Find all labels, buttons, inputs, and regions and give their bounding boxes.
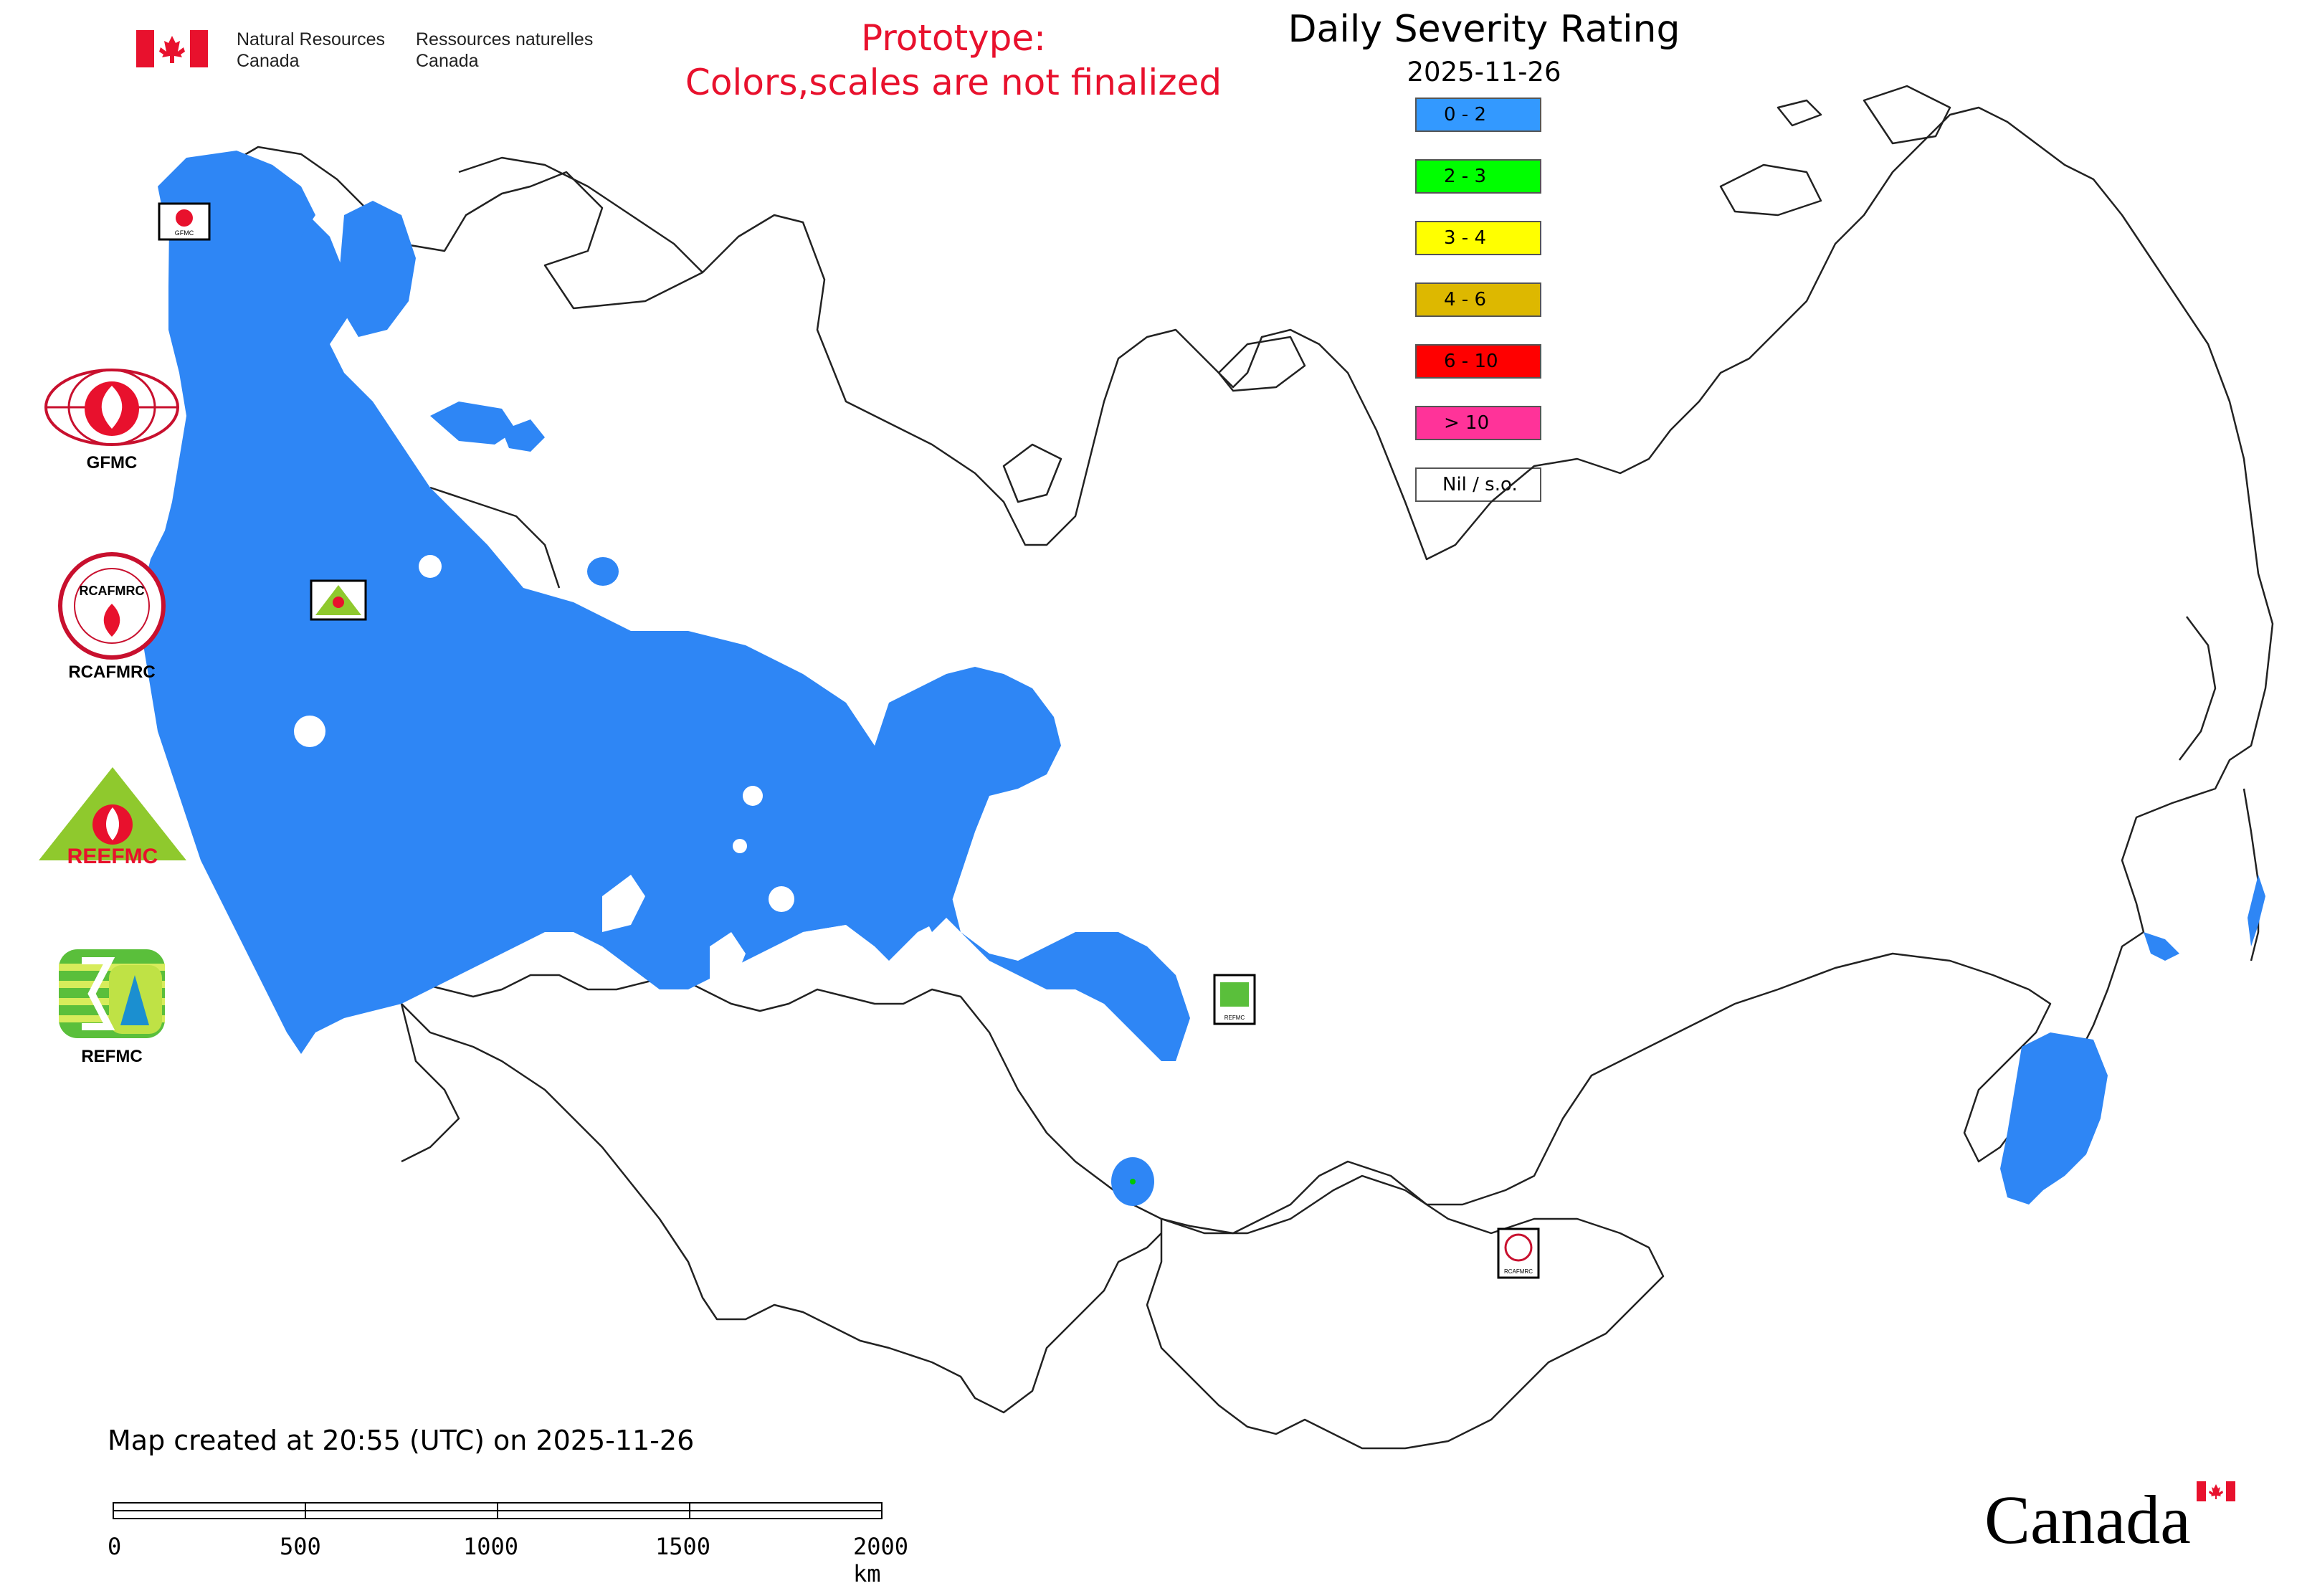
legend-label: 4 - 6 <box>1444 289 1486 310</box>
canada-wordmark-text: Canada <box>1984 1481 2191 1558</box>
svg-text:RCAFMRC: RCAFMRC <box>80 584 145 598</box>
scale-label-2000: 2000 km <box>853 1533 909 1587</box>
map-marker-rcafmrc: RCAFMRC <box>1497 1227 1540 1279</box>
severity-region-sakhalin <box>2144 932 2179 961</box>
scale-label-1000: 1000 <box>463 1533 519 1560</box>
severity-spot-2-3 <box>1130 1179 1136 1184</box>
org-en-line1: Natural Resources <box>237 29 386 49</box>
gfmc-logo-block: GFMC <box>40 364 184 473</box>
map-holes <box>294 555 860 989</box>
org-fr-line1: Ressources naturelles <box>416 29 594 49</box>
org-fr-line2: Canada <box>416 51 479 71</box>
gfmc-label: GFMC <box>86 453 138 472</box>
map-marker-refmc: REFMC <box>1213 974 1256 1025</box>
severity-region-west <box>140 183 1190 1061</box>
rcafmrc-logo-block: RCAFMRC RCAFMRC <box>40 552 184 683</box>
legend-item-4-6: 4 - 6 <box>1415 282 1541 317</box>
prototype-line1: Prototype: <box>860 17 1047 59</box>
scale-label-500: 500 <box>280 1533 321 1560</box>
nrcan-english-name: Natural Resources Canada <box>237 29 385 72</box>
svg-text:REFMC: REFMC <box>1224 1015 1245 1021</box>
legend-label: 0 - 2 <box>1444 104 1486 125</box>
scale-label-0: 0 <box>108 1533 122 1560</box>
severity-0-2-regions <box>140 151 2265 1206</box>
svg-text:REEFMC: REEFMC <box>67 845 158 868</box>
severity-region-coast <box>2007 1140 2036 1197</box>
scale-bar: 0 500 1000 1500 2000 km <box>108 1496 908 1587</box>
severity-region-finland <box>337 201 416 337</box>
gfmc-logo-icon <box>44 369 179 446</box>
legend-label: 6 - 10 <box>1444 351 1498 372</box>
legend-item-gt-10: > 10 <box>1415 406 1541 440</box>
legend-item-nil: Nil / s.o. <box>1415 467 1541 502</box>
map-marker-reefmc <box>310 579 367 621</box>
reefmc-logo-icon: REEFMC <box>39 767 186 868</box>
map-marker-gfmc: GFMC <box>158 202 211 241</box>
rcafmrc-label: RCAFMRC <box>68 662 156 682</box>
rcafmrc-logo-icon: RCAFMRC <box>58 552 166 660</box>
severity-region-siberia <box>875 667 1061 932</box>
canada-flag-icon <box>136 30 208 67</box>
legend-label: 2 - 3 <box>1444 166 1486 187</box>
severity-region-lake <box>430 402 516 445</box>
org-en-line2: Canada <box>237 51 300 71</box>
map-created-text: Map created at 20:55 (UTC) on 2025-11-26 <box>108 1425 695 1456</box>
severity-spot-north <box>587 557 619 586</box>
wordmark-flag-icon <box>2197 1481 2235 1501</box>
scale-bar-graphic <box>113 1502 883 1519</box>
legend-label: 3 - 4 <box>1444 227 1486 249</box>
legend-item-3-4: 3 - 4 <box>1415 221 1541 255</box>
severity-region-kuril <box>2248 875 2265 946</box>
severity-region-lake2 <box>502 419 545 452</box>
prototype-line2: Colors,scales are not finalized <box>685 62 1222 103</box>
legend-item-6-10: 6 - 10 <box>1415 344 1541 379</box>
nrcan-french-name: Ressources naturelles Canada <box>416 29 593 72</box>
map-title: Daily Severity Rating <box>1288 8 1680 51</box>
legend-label: > 10 <box>1444 412 1490 434</box>
scale-label-1500: 1500 <box>655 1533 711 1560</box>
legend-item-0-2: 0 - 2 <box>1415 98 1541 132</box>
refmc-label: REFMC <box>81 1047 143 1066</box>
svg-text:RCAFMRC: RCAFMRC <box>1504 1268 1533 1275</box>
canada-wordmark: Canada <box>1984 1481 2235 1558</box>
svg-text:GFMC: GFMC <box>175 229 194 237</box>
map-date: 2025-11-26 <box>1407 57 1561 87</box>
legend-label: Nil / s.o. <box>1442 474 1518 495</box>
legend-item-2-3: 2 - 3 <box>1415 159 1541 194</box>
refmc-logo-block: REFMC <box>40 946 184 1067</box>
prototype-notice: Prototype: Colors,scales are not finaliz… <box>645 16 1262 105</box>
refmc-logo-icon <box>59 949 165 1038</box>
reefmc-logo-block: REEFMC <box>37 767 188 878</box>
